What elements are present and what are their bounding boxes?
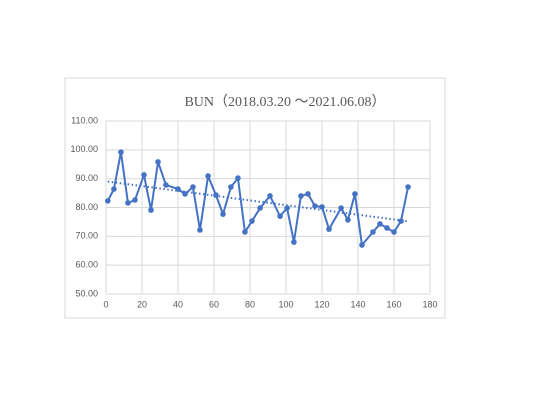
data-point bbox=[338, 205, 344, 211]
x-tick-label: 40 bbox=[173, 299, 183, 309]
data-point bbox=[205, 173, 211, 179]
x-tick-label: 60 bbox=[209, 299, 219, 309]
data-point bbox=[148, 207, 154, 213]
x-tick-label: 20 bbox=[137, 299, 147, 309]
data-point bbox=[228, 184, 234, 190]
data-point bbox=[359, 242, 365, 248]
x-tick-label: 180 bbox=[422, 299, 437, 309]
data-point bbox=[384, 225, 390, 231]
data-point bbox=[182, 191, 188, 197]
x-tick-label: 120 bbox=[314, 299, 329, 309]
x-tick-label: 0 bbox=[103, 299, 108, 309]
data-point bbox=[249, 218, 255, 224]
data-point bbox=[190, 184, 196, 190]
data-point bbox=[398, 218, 404, 224]
data-point bbox=[118, 149, 124, 155]
series-line bbox=[106, 151, 410, 248]
y-tick-label: 80.00 bbox=[75, 202, 98, 212]
trendline bbox=[107, 180, 409, 223]
chart-frame bbox=[64, 77, 446, 319]
data-point bbox=[291, 239, 297, 245]
data-point bbox=[370, 229, 376, 235]
data-point bbox=[377, 221, 383, 227]
data-point bbox=[220, 211, 226, 217]
data-point bbox=[345, 217, 351, 223]
y-tick-label: 50.00 bbox=[75, 288, 98, 298]
data-point bbox=[132, 197, 138, 203]
chart-title: BUN（2018.03.20 ～2021.06.08） bbox=[184, 94, 385, 110]
y-tick-label: 70.00 bbox=[75, 231, 98, 241]
data-point bbox=[197, 227, 203, 233]
data-point bbox=[111, 186, 117, 192]
data-point bbox=[141, 172, 147, 178]
x-tick-label: 80 bbox=[245, 299, 255, 309]
data-point bbox=[155, 159, 161, 165]
data-point bbox=[352, 191, 358, 197]
data-point bbox=[312, 203, 318, 209]
data-point bbox=[257, 205, 263, 211]
data-point bbox=[391, 229, 397, 235]
data-point bbox=[105, 198, 111, 204]
data-point bbox=[405, 184, 411, 190]
y-tick-label: 100.00 bbox=[70, 144, 98, 154]
x-tick-label: 100 bbox=[278, 299, 293, 309]
data-point bbox=[298, 193, 304, 199]
data-point bbox=[163, 182, 169, 188]
y-tick-label: 110.00 bbox=[71, 115, 98, 125]
data-point bbox=[319, 204, 325, 210]
data-point bbox=[242, 229, 248, 235]
data-point bbox=[284, 205, 290, 211]
data-point bbox=[326, 226, 332, 232]
x-tick-label: 140 bbox=[350, 299, 365, 309]
y-tick-label: 60.00 bbox=[75, 260, 98, 270]
y-tick-label: 90.00 bbox=[75, 173, 98, 183]
data-point bbox=[267, 193, 273, 199]
data-point bbox=[277, 213, 283, 219]
data-point bbox=[305, 191, 311, 197]
data-point bbox=[235, 175, 241, 181]
data-point bbox=[125, 200, 131, 206]
x-tick-label: 160 bbox=[386, 299, 401, 309]
